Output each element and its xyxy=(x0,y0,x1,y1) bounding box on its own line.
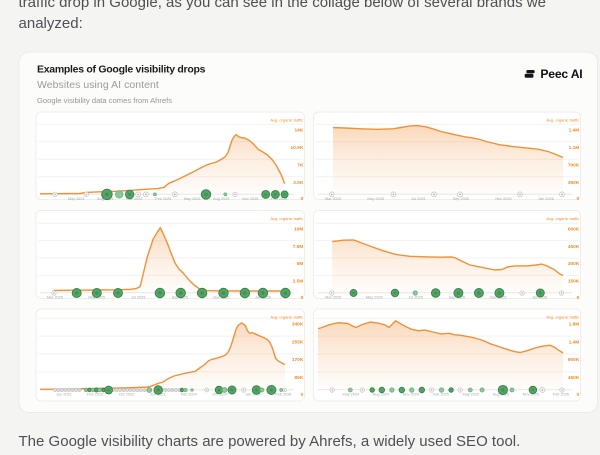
svg-text:150K: 150K xyxy=(568,279,580,285)
svg-text:Nov 2025: Nov 2025 xyxy=(523,393,539,397)
svg-text:10M: 10M xyxy=(294,226,303,232)
svg-text:7.5M: 7.5M xyxy=(293,244,304,250)
svg-text:Oct 2022: Oct 2022 xyxy=(119,393,134,397)
svg-text:Aug 2025: Aug 2025 xyxy=(213,197,229,201)
svg-text:450K: 450K xyxy=(568,244,580,250)
svg-text:0: 0 xyxy=(301,196,304,202)
svg-text:Avg. organic traffic: Avg. organic traffic xyxy=(546,118,579,123)
svg-text:Feb 2025: Feb 2025 xyxy=(155,197,171,201)
svg-text:Avg. organic traffic: Avg. organic traffic xyxy=(270,118,303,123)
svg-text:Jan 2026: Jan 2026 xyxy=(532,296,548,300)
svg-text:Oct 2024: Oct 2024 xyxy=(212,393,227,397)
svg-text:450K: 450K xyxy=(568,375,580,381)
svg-text:May 2025: May 2025 xyxy=(463,393,480,397)
svg-text:350K: 350K xyxy=(568,180,580,186)
svg-text:Nov 2024: Nov 2024 xyxy=(403,393,419,397)
svg-text:Examples of Google visibility: Examples of Google visibility drops xyxy=(37,64,206,76)
svg-text:Aug 2024: Aug 2024 xyxy=(373,393,389,397)
svg-text:Mar 2025: Mar 2025 xyxy=(325,296,341,300)
svg-text:1.4M: 1.4M xyxy=(569,128,580,134)
svg-text:Mar 2025: Mar 2025 xyxy=(47,296,63,300)
svg-text:0: 0 xyxy=(577,295,580,301)
svg-text:0: 0 xyxy=(301,392,304,398)
svg-text:Jun 2025: Jun 2025 xyxy=(245,393,261,397)
svg-text:Sep 2025: Sep 2025 xyxy=(453,197,469,201)
svg-text:900K: 900K xyxy=(568,357,580,363)
svg-text:May 2024: May 2024 xyxy=(68,197,85,201)
svg-text:Jul 2025: Jul 2025 xyxy=(408,296,422,300)
svg-text:Avg. organic traffic: Avg. organic traffic xyxy=(546,315,579,320)
svg-text:Feb 2024: Feb 2024 xyxy=(181,393,197,397)
svg-text:Feb 2026: Feb 2026 xyxy=(553,393,569,397)
svg-text:May 2024: May 2024 xyxy=(343,393,360,397)
svg-text:May 2025: May 2025 xyxy=(184,197,201,201)
svg-text:May 2025: May 2025 xyxy=(366,296,383,300)
svg-text:Avg. organic traffic: Avg. organic traffic xyxy=(270,216,303,221)
svg-text:2.5M: 2.5M xyxy=(293,279,304,285)
svg-text:0: 0 xyxy=(577,196,580,202)
svg-text:Nov 2024: Nov 2024 xyxy=(126,197,142,201)
svg-text:255K: 255K xyxy=(292,339,304,345)
svg-text:Jan 2026: Jan 2026 xyxy=(538,197,554,201)
svg-text:Feb 2022: Feb 2022 xyxy=(87,393,103,397)
svg-text:7K: 7K xyxy=(297,163,304,169)
svg-text:3.5K: 3.5K xyxy=(293,180,304,186)
svg-text:1.8M: 1.8M xyxy=(569,321,580,327)
svg-text:Mar 2025: Mar 2025 xyxy=(325,197,341,201)
svg-text:10.5K: 10.5K xyxy=(290,145,303,151)
svg-text:0: 0 xyxy=(301,295,304,301)
svg-text:Jun 2021: Jun 2021 xyxy=(56,393,72,397)
svg-text:600K: 600K xyxy=(568,226,580,232)
svg-text:Jul 2025: Jul 2025 xyxy=(131,296,145,300)
svg-text:Avg. organic traffic: Avg. organic traffic xyxy=(270,315,303,320)
svg-text:Avg. organic traffic: Avg. organic traffic xyxy=(546,216,579,221)
svg-text:85K: 85K xyxy=(294,375,303,381)
svg-text:700K: 700K xyxy=(568,163,580,169)
svg-text:Feb 2025: Feb 2025 xyxy=(433,393,449,397)
svg-text:170K: 170K xyxy=(292,357,304,363)
svg-text:1.4M: 1.4M xyxy=(569,339,580,345)
svg-text:Feb 2026: Feb 2026 xyxy=(275,393,291,397)
svg-text:14K: 14K xyxy=(294,128,303,134)
svg-text:Nov 2025: Nov 2025 xyxy=(242,197,258,201)
svg-text:Nov 2025: Nov 2025 xyxy=(495,197,511,201)
svg-text:0: 0 xyxy=(577,392,580,398)
svg-text:1.1M: 1.1M xyxy=(569,145,580,151)
svg-text:Google visibility data comes f: Google visibility data comes from Ahrefs xyxy=(37,96,172,105)
svg-text:Peec AI: Peec AI xyxy=(540,67,582,81)
svg-text:Feb 2026: Feb 2026 xyxy=(271,197,287,201)
svg-text:5M: 5M xyxy=(297,261,304,267)
svg-text:340K: 340K xyxy=(292,321,304,327)
svg-text:May 2025: May 2025 xyxy=(367,197,384,201)
svg-text:Jul 2025: Jul 2025 xyxy=(411,197,425,201)
svg-text:Websites using AI content: Websites using AI content xyxy=(37,79,159,91)
svg-text:300K: 300K xyxy=(568,261,580,267)
